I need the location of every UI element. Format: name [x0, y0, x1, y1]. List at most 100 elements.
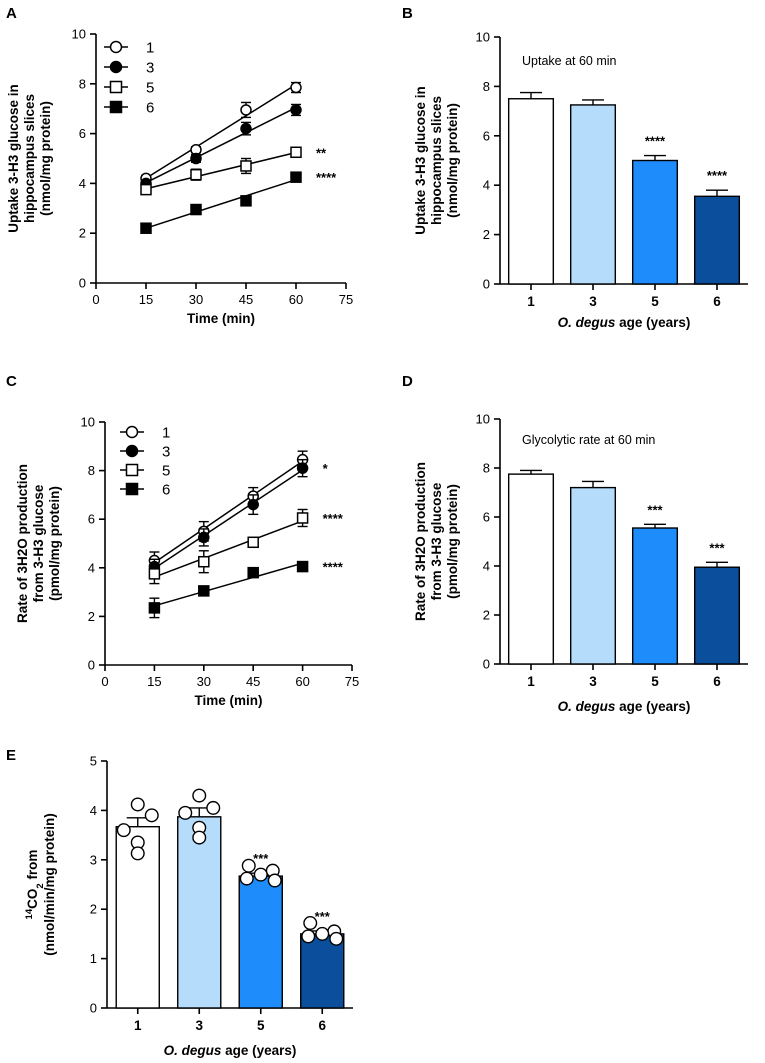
x-axis-title-rest: age (years): [221, 1043, 296, 1058]
legend-marker: [109, 40, 123, 54]
y-tick-label: 10: [72, 27, 86, 42]
y-axis-title-line: (nmol/mg protein): [38, 101, 53, 216]
y-axis-title-line: Uptake 3-H3 glucose in: [6, 84, 21, 233]
legend-marker: [109, 100, 123, 114]
data-point: [290, 81, 302, 94]
legend-marker: [125, 463, 139, 477]
bar: [631, 527, 679, 665]
panel-label-a: A: [6, 5, 17, 22]
data-point: [144, 808, 159, 823]
y-title-subscript: 2: [35, 883, 46, 888]
data-point: [130, 846, 145, 861]
x-tick-label: 15: [147, 674, 161, 689]
y-title-text: CO: [25, 889, 40, 909]
x-tick-label: 75: [345, 674, 359, 689]
legend-marker: [125, 444, 139, 458]
legend-label: 6: [162, 482, 170, 499]
data-point: [240, 195, 252, 207]
y-axis-title-line: Uptake 3-H3 glucose in: [413, 86, 428, 235]
y-tick-label: 0: [483, 277, 490, 292]
data-point: [192, 830, 207, 845]
data-point: [192, 788, 207, 803]
panel-d: D 0 2 4 6 8 10 1 3 5 *** 6 *** O. degus age (years) G…: [402, 373, 748, 714]
y-axis-title-line: Rate of 3H2O production: [15, 464, 30, 623]
legend-label: 3: [162, 444, 170, 461]
significance-label: ****: [316, 170, 337, 185]
data-point: [198, 531, 210, 544]
data-point: [240, 104, 252, 116]
x-tick-label: 75: [339, 292, 353, 307]
y-tick-label: 0: [79, 276, 86, 291]
x-tick-label: 5: [651, 294, 659, 309]
bar: [693, 566, 741, 665]
y-axis-title-line: 14CO2 from: [24, 850, 46, 920]
bar: [507, 473, 555, 665]
data-point: [130, 797, 145, 812]
y-tick-label: 2: [90, 902, 97, 917]
x-tick-label: 0: [101, 674, 108, 689]
panel-label-d: D: [402, 373, 413, 390]
legend-label: 5: [162, 463, 170, 480]
x-tick-label: 3: [589, 674, 597, 689]
panel-label-b: B: [402, 5, 413, 22]
y-tick-label: 6: [88, 512, 95, 527]
series-fit-line: [145, 178, 297, 229]
data-point: [247, 536, 259, 549]
x-axis-title: O. degus age (years): [558, 315, 691, 330]
data-point: [303, 916, 318, 931]
x-tick-label: 6: [713, 674, 721, 689]
y-axis-title-line: Rate of 3H2O production: [413, 462, 428, 621]
y-tick-label: 10: [476, 412, 490, 427]
y-tick-label: 4: [79, 176, 86, 191]
series-fit-line: [153, 469, 304, 570]
x-tick-label: 60: [295, 674, 309, 689]
data-point: [240, 160, 252, 172]
significance-label: ****: [645, 134, 666, 149]
x-axis-title: Time (min): [187, 311, 255, 326]
chart-annotation: Glycolytic rate at 60 min: [522, 433, 655, 447]
data-point: [206, 800, 221, 815]
data-point: [290, 171, 302, 183]
series-fit-line: [154, 562, 303, 607]
x-axis-title-italic: O. degus: [558, 315, 616, 330]
y-axis-title-line: (pmol/mg protein): [445, 484, 460, 599]
data-point: [290, 146, 302, 159]
panel-b: B 0 2 4 6 8 10 1 3 5 **** 6 **** O. degus age (years…: [402, 5, 748, 330]
x-tick-label: 0: [92, 292, 99, 307]
data-point: [296, 462, 309, 474]
data-point: [301, 929, 316, 944]
significance-label: ***: [647, 502, 663, 517]
data-point: [315, 926, 330, 941]
panel-label-c: C: [6, 373, 17, 390]
y-tick-label: 2: [79, 226, 86, 241]
legend-label: 3: [146, 60, 154, 77]
significance-label: *: [323, 461, 329, 476]
series-fit-line: [145, 83, 297, 179]
x-axis-title-rest: age (years): [615, 315, 690, 330]
chart-annotation: Uptake at 60 min: [522, 54, 617, 68]
y-tick-label: 8: [88, 463, 95, 478]
significance-label: ***: [709, 540, 725, 555]
y-axis-title-line: (nmol/min/mg protein): [42, 813, 57, 956]
bar: [631, 159, 679, 285]
bar: [507, 98, 555, 285]
series-fit-line: [153, 460, 304, 564]
y-tick-label: 10: [81, 415, 95, 430]
data-point: [190, 168, 202, 181]
y-tick-label: 3: [90, 852, 97, 867]
panel-label-e: E: [6, 747, 16, 764]
series-fit-line: [145, 151, 297, 190]
y-tick-label: 6: [483, 510, 490, 525]
data-point: [140, 222, 152, 234]
significance-label: **: [316, 145, 327, 160]
x-tick-label: 6: [713, 294, 721, 309]
y-tick-label: 5: [90, 754, 97, 769]
x-tick-label: 5: [651, 674, 659, 689]
x-tick-label: 30: [197, 674, 211, 689]
x-tick-label: 30: [189, 292, 203, 307]
x-tick-label: 3: [195, 1018, 203, 1033]
y-tick-label: 8: [483, 79, 490, 94]
data-point: [178, 805, 193, 820]
